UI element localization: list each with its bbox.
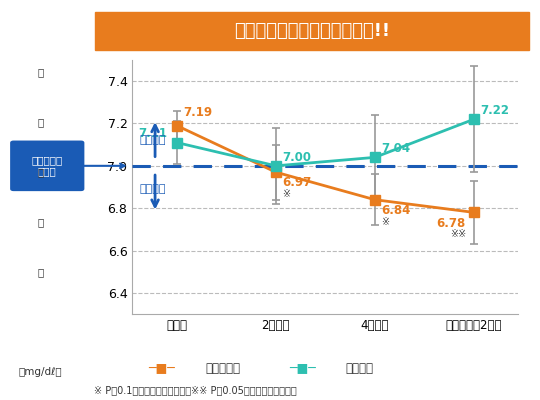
Text: アンセリン: アンセリン [205,362,240,374]
FancyBboxPatch shape [10,140,84,191]
Text: 7.04: 7.04 [381,142,410,155]
Text: 正常領域: 正常領域 [139,184,166,194]
Text: ※ P＜0.1（摂取前との比較）　※※ P＜0.05（摂取前との比較）: ※ P＜0.1（摂取前との比較） ※※ P＜0.05（摂取前との比較） [94,385,297,395]
Text: 6.78: 6.78 [437,217,466,230]
Text: ※※: ※※ [450,229,466,239]
Text: 危険領域: 危険領域 [139,136,166,146]
Text: 酸: 酸 [37,217,44,227]
Text: （mg/dℓ）: （mg/dℓ） [19,367,62,377]
Text: 7.19: 7.19 [183,106,212,119]
Text: 6.97: 6.97 [282,176,311,190]
Text: 高尿酸血症
基準値: 高尿酸血症 基準値 [32,155,63,177]
Text: 7.00: 7.00 [282,151,311,164]
Text: 清: 清 [37,117,44,127]
Text: 7.11: 7.11 [138,128,167,140]
Text: 値: 値 [37,267,44,277]
Text: ※: ※ [282,189,290,199]
Text: ─■─: ─■─ [148,362,176,374]
Text: ※: ※ [381,217,389,227]
Text: プラセボ: プラセボ [346,362,374,374]
Text: 尿: 尿 [37,167,44,177]
Text: 血: 血 [37,67,44,77]
Text: 7.22: 7.22 [480,104,509,117]
Text: ─■─: ─■─ [289,362,316,374]
Text: 6.84: 6.84 [381,204,410,217]
Text: アンセリンにより尿酸値降下!!: アンセリンにより尿酸値降下!! [234,22,390,40]
